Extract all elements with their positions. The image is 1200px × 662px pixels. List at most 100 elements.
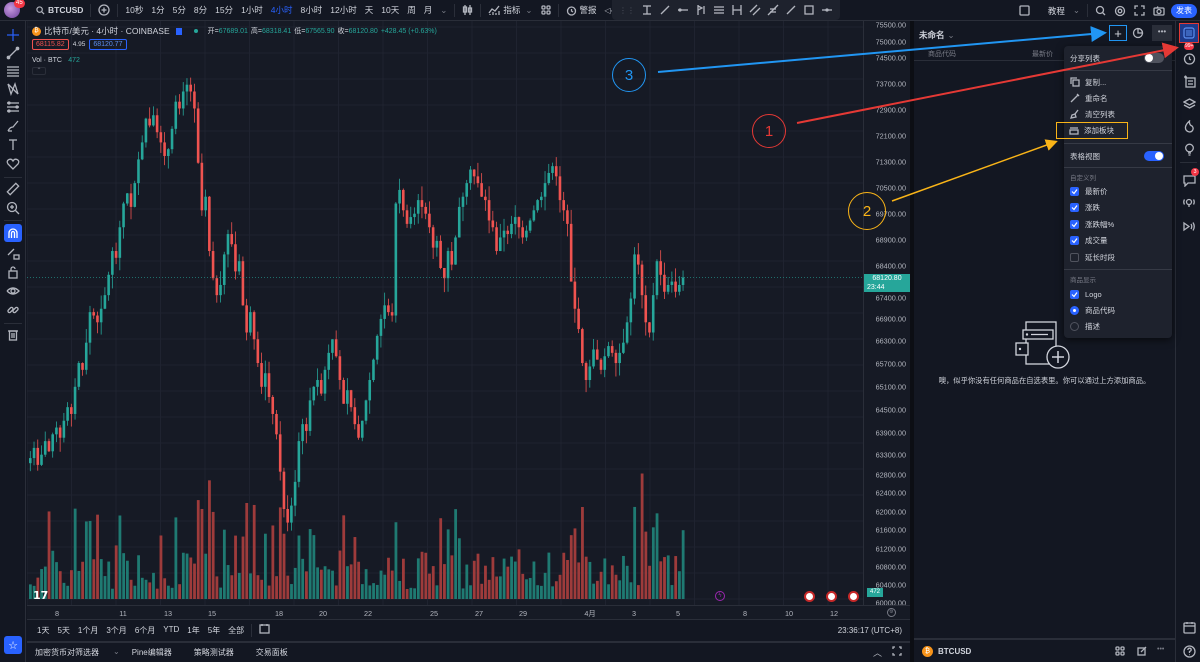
measure-tool[interactable] xyxy=(4,180,22,198)
legend-title[interactable]: 比特币/美元 · 4小时 · COINBASE xyxy=(44,26,170,36)
interval-2[interactable]: 5分 xyxy=(172,5,186,15)
timezone-clock[interactable]: 23:36:17 (UTC+8) xyxy=(838,626,902,635)
collapse-panel-button[interactable]: ︿ xyxy=(872,648,882,658)
maximize-panel-button[interactable] xyxy=(892,646,902,659)
horizontal-ray-icon[interactable] xyxy=(677,4,689,16)
alerts-button[interactable]: 99+ xyxy=(1180,43,1198,67)
channel-tool-icon[interactable] xyxy=(749,4,761,16)
col-symbol[interactable]: 商品代码 xyxy=(928,51,956,58)
favorites-tool[interactable] xyxy=(4,155,22,173)
more-dots-icon[interactable]: ••• xyxy=(1157,646,1165,653)
zoom-in-tool[interactable] xyxy=(4,199,22,217)
compare-add-button[interactable] xyxy=(94,0,114,21)
column-option[interactable]: 涨跌幅% xyxy=(1064,216,1172,232)
column-option[interactable]: 成交量 xyxy=(1064,233,1172,249)
column-option[interactable]: 涨跌 xyxy=(1064,200,1172,216)
range-4[interactable]: 6个月 xyxy=(134,625,156,635)
interval-10[interactable]: 10天 xyxy=(381,5,400,15)
interval-3[interactable]: 8分 xyxy=(193,5,208,15)
drag-handle-icon[interactable]: ⋮⋮ xyxy=(619,5,635,15)
interval-dropdown[interactable]: ⌄ xyxy=(440,4,448,15)
pitchfork-icon[interactable] xyxy=(767,4,779,16)
range-8[interactable]: 全部 xyxy=(228,625,245,635)
menu-add-section[interactable]: 添加板块 xyxy=(1056,122,1128,139)
streams-button[interactable] xyxy=(1180,194,1198,212)
audio-button[interactable] xyxy=(1180,217,1198,235)
us-flag-event-icon[interactable] xyxy=(848,591,859,602)
parallel-lines-icon[interactable] xyxy=(713,4,725,16)
radio-button[interactable] xyxy=(1070,305,1079,315)
radio-button[interactable] xyxy=(1070,321,1079,331)
time-axis[interactable]: 8 11 13 15 18 20 22 25 27 29 4月 3 5 8 10 12 ⚙ xyxy=(27,605,910,619)
chats-button[interactable]: 3 xyxy=(1180,168,1199,189)
date-range-tool-icon[interactable] xyxy=(641,4,653,16)
fullscreen-button[interactable] xyxy=(1130,0,1149,21)
ideas-button[interactable] xyxy=(1180,140,1198,158)
bottom-tab-1[interactable]: Pine编辑器 xyxy=(131,648,172,657)
column-option[interactable]: 最新价 xyxy=(1064,183,1172,199)
chart-pane[interactable]: ₿ 比特币/美元 · 4小时 · COINBASE 开= 67689.01 高= 6… xyxy=(27,21,863,605)
lock-tool[interactable] xyxy=(4,263,22,281)
trend-line-tool[interactable] xyxy=(4,44,22,62)
add-symbol-button[interactable]: + xyxy=(1109,25,1127,41)
range-7[interactable]: 5年 xyxy=(207,625,221,635)
trend-line-tool-icon[interactable] xyxy=(659,4,671,16)
horizontal-line-icon[interactable] xyxy=(821,4,833,16)
volume-label[interactable]: Vol · BTC xyxy=(32,57,62,64)
range-2[interactable]: 1个月 xyxy=(77,625,99,635)
tutorial-button[interactable]: 教程 ⌄ xyxy=(1044,0,1084,21)
range-5[interactable]: YTD xyxy=(163,624,180,634)
text-tool[interactable] xyxy=(4,136,22,154)
interval-4[interactable]: 15分 xyxy=(215,5,234,15)
logo-option[interactable]: Logo xyxy=(1064,286,1172,302)
details-symbol[interactable]: BTCUSD xyxy=(938,647,972,656)
hotlists-button[interactable] xyxy=(1180,117,1198,135)
interval-12[interactable]: 月 xyxy=(423,5,433,15)
advanced-view-button[interactable] xyxy=(1132,27,1144,42)
remove-drawings-tool[interactable] xyxy=(4,326,22,344)
interval-1[interactable]: 1分 xyxy=(151,5,165,15)
fib-tool[interactable] xyxy=(4,62,22,80)
share-list-row[interactable]: 分享列表 xyxy=(1064,50,1172,66)
us-flag-event-icon[interactable] xyxy=(804,591,815,602)
table-view-row[interactable]: 表格视图 xyxy=(1064,148,1172,164)
display-option[interactable]: 商品代码 xyxy=(1064,302,1172,318)
watchlist-more-button[interactable]: ••• xyxy=(1152,25,1172,41)
range-0[interactable]: 1天 xyxy=(37,625,50,635)
interval-11[interactable]: 周 xyxy=(407,5,416,15)
templates-button[interactable] xyxy=(537,0,555,21)
checkbox-unchecked[interactable] xyxy=(1070,252,1079,262)
display-option[interactable]: 描述 xyxy=(1064,318,1172,334)
layers-button[interactable] xyxy=(1180,94,1198,112)
help-button[interactable] xyxy=(1180,642,1198,660)
edit-icon[interactable] xyxy=(1137,646,1147,656)
range-6[interactable]: 1年 xyxy=(187,625,200,635)
collapse-legend-button[interactable]: ⌃ xyxy=(32,67,46,75)
share-list-toggle[interactable] xyxy=(1144,53,1164,63)
lock-drawing-mode-tool[interactable] xyxy=(4,244,22,262)
menu-rename[interactable]: 重命名 xyxy=(1064,90,1172,106)
quick-search-button[interactable] xyxy=(1091,0,1110,21)
bottom-tab-3[interactable]: 交易面板 xyxy=(255,648,288,657)
layout-button[interactable] xyxy=(1015,0,1034,21)
menu-clear-list[interactable]: 清空列表 xyxy=(1064,106,1172,122)
indicators-button[interactable]: 指标 ⌄ xyxy=(484,0,536,21)
sync-drawings-tool[interactable] xyxy=(4,301,22,319)
interval-5[interactable]: 1小时 xyxy=(241,5,263,15)
price-range-icon[interactable] xyxy=(731,4,743,16)
crosshair-tool[interactable] xyxy=(4,26,22,44)
hide-drawings-tool[interactable] xyxy=(4,282,22,300)
col-last[interactable]: 最新价 xyxy=(1032,51,1053,58)
avatar[interactable]: 45 xyxy=(4,0,26,18)
menu-copy[interactable]: 复制... xyxy=(1064,74,1172,90)
prediction-tool[interactable] xyxy=(4,98,22,116)
flag-tool-icon[interactable] xyxy=(695,4,707,16)
rectangle-tool-icon[interactable] xyxy=(803,4,815,16)
object-tree-button[interactable] xyxy=(1180,72,1198,90)
calendar-button[interactable] xyxy=(1180,618,1198,636)
symbol-search-button[interactable]: BTCUSD xyxy=(32,0,87,21)
grid-icon[interactable] xyxy=(1115,646,1125,656)
settings-button[interactable] xyxy=(1110,0,1130,21)
goto-date-button[interactable] xyxy=(259,623,270,637)
interval-6[interactable]: 4小时 xyxy=(270,5,293,15)
